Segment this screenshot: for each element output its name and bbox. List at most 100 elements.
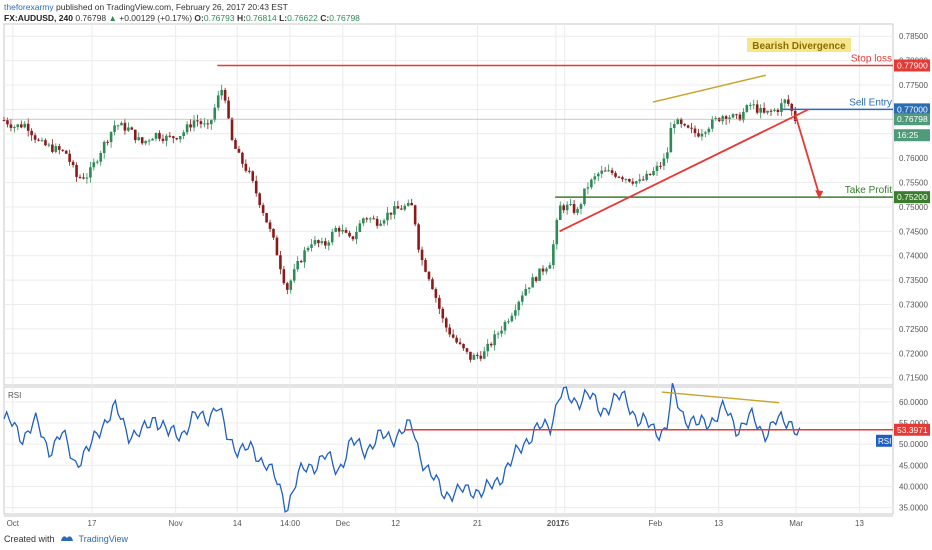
candle-body xyxy=(728,117,731,120)
low-label: L: xyxy=(279,13,288,23)
candle-body xyxy=(738,114,742,121)
high-label: H: xyxy=(236,13,246,23)
candle-body xyxy=(372,218,375,220)
candle-body xyxy=(424,260,427,272)
candle-body xyxy=(617,176,621,178)
candle-body xyxy=(241,152,244,164)
candle-body xyxy=(102,141,106,154)
time-tick-label: Dec xyxy=(336,519,350,528)
rsi-tick-label: 40.0000 xyxy=(899,482,928,491)
candle-body xyxy=(389,212,393,215)
candle-body xyxy=(334,227,337,232)
candle-body xyxy=(320,241,324,244)
candle-body xyxy=(182,132,185,137)
candle-body xyxy=(261,205,265,213)
candle-body xyxy=(469,351,472,360)
candle-body xyxy=(420,249,424,261)
candle-body xyxy=(292,269,296,281)
candle-body xyxy=(655,165,659,171)
candle-body xyxy=(465,348,469,352)
candle-body xyxy=(482,351,486,359)
candle-body xyxy=(47,144,51,146)
candle-body xyxy=(57,146,61,150)
candle-body xyxy=(493,334,496,346)
candle-body xyxy=(406,202,410,206)
candle-body xyxy=(85,177,89,179)
price-tag-bg xyxy=(894,129,930,142)
candle-body xyxy=(51,144,54,152)
candle-body xyxy=(123,122,127,131)
candle-body xyxy=(455,337,458,343)
high-value: 0.76814 xyxy=(245,13,277,23)
price-tag-label: 0.77900 xyxy=(897,60,928,70)
candle-body xyxy=(355,231,358,240)
candle-body xyxy=(503,321,507,331)
candle-body xyxy=(790,103,794,111)
candle-body xyxy=(479,355,483,359)
candle-body xyxy=(786,99,790,104)
candle-body xyxy=(776,109,780,112)
rising-trendline xyxy=(559,108,809,233)
publish-line: theforexarmy published on TradingView.co… xyxy=(4,2,360,13)
candle-body xyxy=(99,153,103,162)
candle-body xyxy=(275,237,279,256)
candle-body xyxy=(538,268,541,281)
candle-body xyxy=(745,105,749,112)
candle-body xyxy=(659,165,662,167)
close-label: C: xyxy=(320,13,330,23)
price-tag-label: 0.75200 xyxy=(897,192,928,202)
candle-body xyxy=(576,208,579,213)
time-tick-label: 17 xyxy=(88,519,97,528)
tradingview-link[interactable]: TradingView xyxy=(78,533,129,544)
candle-body xyxy=(690,127,693,129)
candle-body xyxy=(248,170,251,172)
candle-body xyxy=(130,127,134,130)
candle-body xyxy=(714,118,718,120)
candle-body xyxy=(95,161,99,163)
candle-body xyxy=(379,223,382,226)
ohlc-line: FX:AUDUSD, 240 0.76798 ▲ +0.00129 (+0.17… xyxy=(4,13,360,24)
candle-body xyxy=(531,277,534,288)
price-tag-label: 16:25 xyxy=(897,130,919,140)
candle-body xyxy=(438,297,441,309)
candle-body xyxy=(282,269,286,284)
candle-body xyxy=(697,133,700,137)
candle-body xyxy=(631,181,635,184)
price-change: +0.00129 (+0.17%) xyxy=(119,13,193,23)
candle-body xyxy=(565,204,569,211)
candle-body xyxy=(486,343,490,352)
rsi-tick-label: 45.0000 xyxy=(899,461,928,470)
candle-body xyxy=(203,123,206,125)
candle-body xyxy=(500,330,503,334)
candle-body xyxy=(593,176,597,180)
price-tag-label: 0.77000 xyxy=(897,104,928,114)
candle-body xyxy=(244,163,248,171)
price-tag-bg xyxy=(894,191,930,204)
candle-body xyxy=(476,355,479,357)
candle-body xyxy=(596,173,600,177)
candle-body xyxy=(185,124,189,133)
price-tag-bg xyxy=(894,113,930,126)
author-link[interactable]: theforexarmy xyxy=(4,2,54,12)
candle-body xyxy=(365,218,369,220)
candle-body xyxy=(666,152,669,159)
price-tick-label: 0.73000 xyxy=(899,301,928,310)
price-tick-label: 0.73500 xyxy=(899,276,928,285)
symbol-label[interactable]: FX:AUDUSD, 240 xyxy=(4,13,73,23)
candle-body xyxy=(147,140,151,142)
candle-body xyxy=(638,179,642,182)
rsi-badge: RSI xyxy=(878,437,891,446)
candle-body xyxy=(731,114,735,118)
candle-body xyxy=(410,202,413,206)
candle-body xyxy=(324,241,327,246)
candle-body xyxy=(6,120,9,125)
rsi-tick-label: 35.0000 xyxy=(899,504,928,513)
candle-body xyxy=(541,268,545,272)
chart-header: theforexarmy published on TradingView.co… xyxy=(4,2,360,24)
sell-arrow-head-icon xyxy=(815,190,824,200)
candle-body xyxy=(607,170,610,172)
candle-body xyxy=(393,206,396,215)
candle-body xyxy=(780,103,783,112)
rsi-value-tag-bg xyxy=(894,423,930,436)
